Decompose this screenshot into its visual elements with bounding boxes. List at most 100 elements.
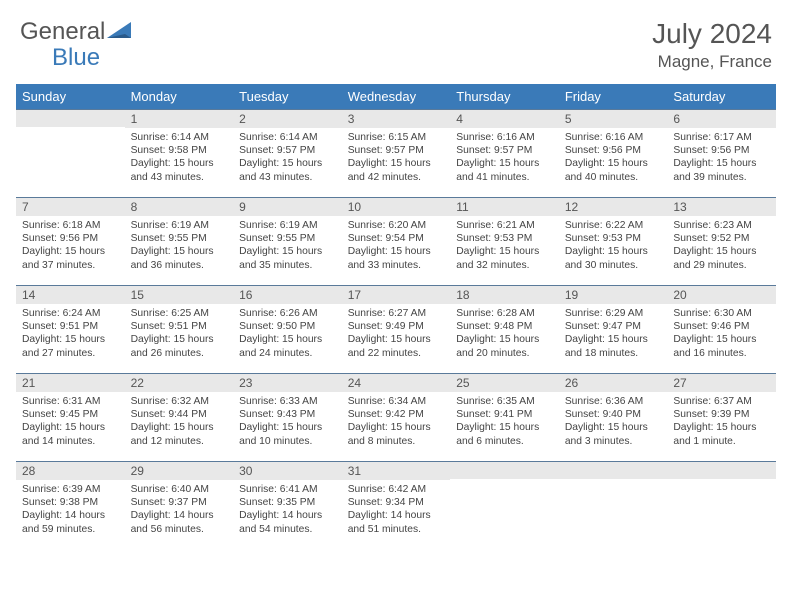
calendar-cell: 7Sunrise: 6:18 AMSunset: 9:56 PMDaylight… (16, 197, 125, 285)
sunset-text: Sunset: 9:57 PM (348, 144, 445, 157)
daylight-text: Daylight: 15 hours and 33 minutes. (348, 245, 445, 271)
daylight-text: Daylight: 15 hours and 1 minute. (673, 421, 770, 447)
day-number: 7 (16, 197, 125, 216)
calendar-cell: 28Sunrise: 6:39 AMSunset: 9:38 PMDayligh… (16, 461, 125, 549)
day-number: 18 (450, 285, 559, 304)
day-number: 29 (125, 461, 234, 480)
day-number: 13 (667, 197, 776, 216)
daylight-text: Daylight: 14 hours and 51 minutes. (348, 509, 445, 535)
day-details: Sunrise: 6:39 AMSunset: 9:38 PMDaylight:… (16, 480, 125, 536)
day-number (450, 461, 559, 479)
header: General July 2024 Magne, France (0, 0, 792, 78)
calendar-cell: 19Sunrise: 6:29 AMSunset: 9:47 PMDayligh… (559, 285, 668, 373)
daylight-text: Daylight: 15 hours and 36 minutes. (131, 245, 228, 271)
calendar-cell: 26Sunrise: 6:36 AMSunset: 9:40 PMDayligh… (559, 373, 668, 461)
day-number: 28 (16, 461, 125, 480)
sunset-text: Sunset: 9:37 PM (131, 496, 228, 509)
day-details: Sunrise: 6:37 AMSunset: 9:39 PMDaylight:… (667, 392, 776, 448)
day-details: Sunrise: 6:31 AMSunset: 9:45 PMDaylight:… (16, 392, 125, 448)
day-header-monday: Monday (125, 84, 234, 109)
daylight-text: Daylight: 15 hours and 6 minutes. (456, 421, 553, 447)
day-details: Sunrise: 6:17 AMSunset: 9:56 PMDaylight:… (667, 128, 776, 184)
calendar-cell: 20Sunrise: 6:30 AMSunset: 9:46 PMDayligh… (667, 285, 776, 373)
calendar-week-row: 7Sunrise: 6:18 AMSunset: 9:56 PMDaylight… (16, 197, 776, 285)
day-details: Sunrise: 6:16 AMSunset: 9:57 PMDaylight:… (450, 128, 559, 184)
day-details: Sunrise: 6:42 AMSunset: 9:34 PMDaylight:… (342, 480, 451, 536)
day-number: 14 (16, 285, 125, 304)
day-details: Sunrise: 6:20 AMSunset: 9:54 PMDaylight:… (342, 216, 451, 272)
calendar-cell: 30Sunrise: 6:41 AMSunset: 9:35 PMDayligh… (233, 461, 342, 549)
daylight-text: Daylight: 15 hours and 42 minutes. (348, 157, 445, 183)
sunset-text: Sunset: 9:43 PM (239, 408, 336, 421)
calendar-week-row: 21Sunrise: 6:31 AMSunset: 9:45 PMDayligh… (16, 373, 776, 461)
daylight-text: Daylight: 15 hours and 39 minutes. (673, 157, 770, 183)
day-details: Sunrise: 6:15 AMSunset: 9:57 PMDaylight:… (342, 128, 451, 184)
daylight-text: Daylight: 15 hours and 40 minutes. (565, 157, 662, 183)
daylight-text: Daylight: 15 hours and 32 minutes. (456, 245, 553, 271)
calendar-cell: 18Sunrise: 6:28 AMSunset: 9:48 PMDayligh… (450, 285, 559, 373)
calendar-cell: 23Sunrise: 6:33 AMSunset: 9:43 PMDayligh… (233, 373, 342, 461)
day-details: Sunrise: 6:14 AMSunset: 9:58 PMDaylight:… (125, 128, 234, 184)
day-details: Sunrise: 6:35 AMSunset: 9:41 PMDaylight:… (450, 392, 559, 448)
sunrise-text: Sunrise: 6:37 AM (673, 395, 770, 408)
sunset-text: Sunset: 9:57 PM (239, 144, 336, 157)
calendar-cell: 5Sunrise: 6:16 AMSunset: 9:56 PMDaylight… (559, 109, 668, 197)
day-details: Sunrise: 6:34 AMSunset: 9:42 PMDaylight:… (342, 392, 451, 448)
day-number: 25 (450, 373, 559, 392)
day-number: 31 (342, 461, 451, 480)
day-number (16, 109, 125, 127)
calendar-cell: 25Sunrise: 6:35 AMSunset: 9:41 PMDayligh… (450, 373, 559, 461)
day-details: Sunrise: 6:21 AMSunset: 9:53 PMDaylight:… (450, 216, 559, 272)
calendar-cell: 29Sunrise: 6:40 AMSunset: 9:37 PMDayligh… (125, 461, 234, 549)
sunrise-text: Sunrise: 6:34 AM (348, 395, 445, 408)
sunset-text: Sunset: 9:35 PM (239, 496, 336, 509)
month-title: July 2024 (652, 18, 772, 50)
sunrise-text: Sunrise: 6:14 AM (239, 131, 336, 144)
sunrise-text: Sunrise: 6:40 AM (131, 483, 228, 496)
day-details: Sunrise: 6:29 AMSunset: 9:47 PMDaylight:… (559, 304, 668, 360)
day-header-thursday: Thursday (450, 84, 559, 109)
calendar-body: 1Sunrise: 6:14 AMSunset: 9:58 PMDaylight… (16, 109, 776, 549)
calendar-cell: 14Sunrise: 6:24 AMSunset: 9:51 PMDayligh… (16, 285, 125, 373)
day-details: Sunrise: 6:23 AMSunset: 9:52 PMDaylight:… (667, 216, 776, 272)
day-number: 16 (233, 285, 342, 304)
calendar-cell: 3Sunrise: 6:15 AMSunset: 9:57 PMDaylight… (342, 109, 451, 197)
daylight-text: Daylight: 15 hours and 16 minutes. (673, 333, 770, 359)
day-details: Sunrise: 6:19 AMSunset: 9:55 PMDaylight:… (125, 216, 234, 272)
title-block: July 2024 Magne, France (652, 18, 772, 72)
calendar-cell: 4Sunrise: 6:16 AMSunset: 9:57 PMDaylight… (450, 109, 559, 197)
day-number: 27 (667, 373, 776, 392)
day-details: Sunrise: 6:18 AMSunset: 9:56 PMDaylight:… (16, 216, 125, 272)
sunset-text: Sunset: 9:46 PM (673, 320, 770, 333)
day-details: Sunrise: 6:26 AMSunset: 9:50 PMDaylight:… (233, 304, 342, 360)
logo-text-blue: Blue (52, 44, 100, 71)
sunset-text: Sunset: 9:40 PM (565, 408, 662, 421)
sunset-text: Sunset: 9:39 PM (673, 408, 770, 421)
logo: General (20, 18, 135, 46)
sunset-text: Sunset: 9:57 PM (456, 144, 553, 157)
daylight-text: Daylight: 14 hours and 54 minutes. (239, 509, 336, 535)
day-number: 26 (559, 373, 668, 392)
day-number: 6 (667, 109, 776, 128)
sunset-text: Sunset: 9:53 PM (565, 232, 662, 245)
day-details: Sunrise: 6:28 AMSunset: 9:48 PMDaylight:… (450, 304, 559, 360)
day-details: Sunrise: 6:40 AMSunset: 9:37 PMDaylight:… (125, 480, 234, 536)
day-details: Sunrise: 6:25 AMSunset: 9:51 PMDaylight:… (125, 304, 234, 360)
daylight-text: Daylight: 15 hours and 30 minutes. (565, 245, 662, 271)
sunset-text: Sunset: 9:41 PM (456, 408, 553, 421)
sunrise-text: Sunrise: 6:14 AM (131, 131, 228, 144)
sunrise-text: Sunrise: 6:16 AM (565, 131, 662, 144)
sunrise-text: Sunrise: 6:23 AM (673, 219, 770, 232)
sunrise-text: Sunrise: 6:22 AM (565, 219, 662, 232)
sunset-text: Sunset: 9:44 PM (131, 408, 228, 421)
day-details: Sunrise: 6:32 AMSunset: 9:44 PMDaylight:… (125, 392, 234, 448)
sunset-text: Sunset: 9:56 PM (22, 232, 119, 245)
sunset-text: Sunset: 9:52 PM (673, 232, 770, 245)
sunrise-text: Sunrise: 6:15 AM (348, 131, 445, 144)
sunset-text: Sunset: 9:51 PM (22, 320, 119, 333)
daylight-text: Daylight: 15 hours and 35 minutes. (239, 245, 336, 271)
daylight-text: Daylight: 15 hours and 22 minutes. (348, 333, 445, 359)
calendar-week-row: 1Sunrise: 6:14 AMSunset: 9:58 PMDaylight… (16, 109, 776, 197)
calendar-cell (16, 109, 125, 197)
sunset-text: Sunset: 9:54 PM (348, 232, 445, 245)
